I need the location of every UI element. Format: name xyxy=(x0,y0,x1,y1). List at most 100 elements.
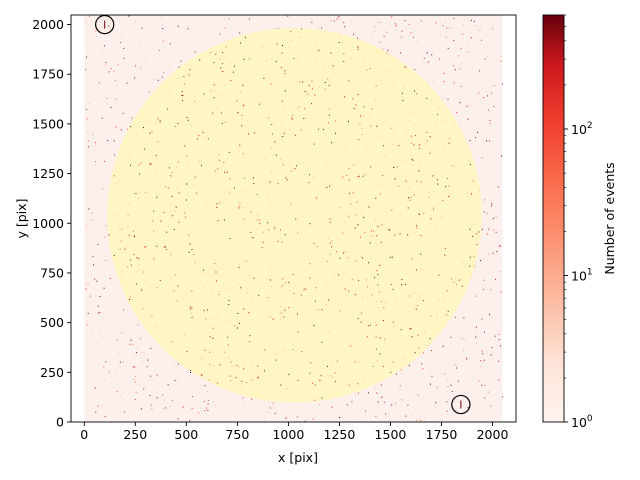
event-pixel xyxy=(446,410,448,412)
event-pixel xyxy=(190,124,192,126)
event-pixel xyxy=(360,236,362,238)
event-pixel xyxy=(173,363,175,365)
event-pixel xyxy=(405,27,407,29)
event-pixel xyxy=(358,362,360,364)
event-pixel xyxy=(390,284,392,285)
event-pixel xyxy=(500,345,501,347)
event-pixel xyxy=(262,46,264,48)
event-pixel xyxy=(355,214,357,216)
event-pixel xyxy=(437,183,439,185)
event-pixel xyxy=(447,178,449,179)
event-pixel xyxy=(171,195,173,197)
event-pixel xyxy=(209,336,211,338)
event-pixel xyxy=(217,382,219,384)
event-pixel xyxy=(483,359,485,361)
event-pixel xyxy=(85,288,87,290)
event-pixel xyxy=(435,22,437,24)
event-pixel xyxy=(426,98,428,99)
event-pixel xyxy=(284,70,286,72)
event-pixel xyxy=(214,262,216,264)
event-pixel xyxy=(458,279,460,281)
event-pixel xyxy=(194,76,196,78)
event-pixel xyxy=(312,382,314,384)
event-pixel xyxy=(237,327,238,329)
event-pixel xyxy=(306,93,308,95)
event-pixel xyxy=(194,100,196,102)
event-pixel xyxy=(126,82,128,84)
event-pixel xyxy=(289,290,290,292)
event-pixel xyxy=(270,170,272,172)
event-pixel xyxy=(230,80,232,82)
event-pixel xyxy=(226,320,228,322)
event-pixel xyxy=(376,244,378,246)
event-pixel xyxy=(190,370,191,372)
event-pixel xyxy=(233,377,234,379)
event-pixel xyxy=(275,359,277,361)
event-pixel xyxy=(122,112,124,114)
event-pixel xyxy=(270,147,272,149)
event-pixel xyxy=(481,318,483,320)
event-pixel xyxy=(91,219,93,221)
event-pixel xyxy=(427,61,429,63)
event-pixel xyxy=(446,391,448,393)
event-pixel xyxy=(165,246,166,248)
event-pixel xyxy=(331,406,333,408)
event-pixel xyxy=(172,215,174,217)
event-pixel xyxy=(229,178,231,180)
event-pixel xyxy=(432,81,434,82)
event-pixel xyxy=(357,383,359,385)
event-pixel xyxy=(408,120,410,122)
event-pixel xyxy=(468,288,470,290)
event-pixel xyxy=(409,295,410,297)
event-pixel xyxy=(481,350,483,352)
event-pixel xyxy=(484,58,486,60)
event-pixel xyxy=(456,367,458,369)
event-pixel xyxy=(260,414,262,416)
event-pixel xyxy=(119,180,121,182)
event-pixel xyxy=(137,270,139,272)
event-pixel xyxy=(263,370,265,372)
event-pixel xyxy=(194,51,196,53)
event-pixel xyxy=(286,387,288,389)
event-pixel xyxy=(370,125,372,127)
event-pixel xyxy=(303,289,305,291)
x-tick-label: 1500 xyxy=(375,427,407,442)
event-pixel xyxy=(134,354,136,356)
event-pixel xyxy=(347,257,349,259)
event-pixel xyxy=(461,62,463,64)
event-pixel xyxy=(130,29,132,31)
event-pixel xyxy=(270,286,272,288)
event-pixel xyxy=(470,19,472,21)
event-pixel xyxy=(469,256,471,258)
event-pixel xyxy=(470,277,472,278)
event-pixel xyxy=(169,406,171,408)
event-pixel xyxy=(498,334,500,335)
event-pixel xyxy=(418,170,420,172)
event-pixel xyxy=(157,79,159,81)
event-pixel xyxy=(427,345,429,346)
event-pixel xyxy=(119,42,121,43)
event-pixel xyxy=(156,196,158,198)
event-pixel xyxy=(367,325,369,327)
event-pixel xyxy=(294,168,296,170)
event-pixel xyxy=(311,363,313,365)
event-pixel xyxy=(322,128,324,130)
event-pixel xyxy=(473,223,475,225)
event-pixel xyxy=(144,61,145,63)
event-pixel xyxy=(129,343,131,345)
event-pixel xyxy=(469,228,471,230)
event-pixel xyxy=(249,18,250,20)
event-pixel xyxy=(363,58,365,59)
event-pixel xyxy=(142,271,144,273)
y-tick-label: 1500 xyxy=(32,116,64,131)
event-pixel xyxy=(328,108,330,110)
event-pixel xyxy=(356,201,358,203)
event-pixel xyxy=(448,185,450,187)
event-pixel xyxy=(144,246,146,248)
event-pixel xyxy=(105,225,107,227)
event-pixel xyxy=(436,386,438,388)
event-pixel xyxy=(249,335,251,337)
event-pixel xyxy=(353,190,355,192)
event-pixel xyxy=(389,24,391,26)
event-pixel xyxy=(348,80,350,82)
